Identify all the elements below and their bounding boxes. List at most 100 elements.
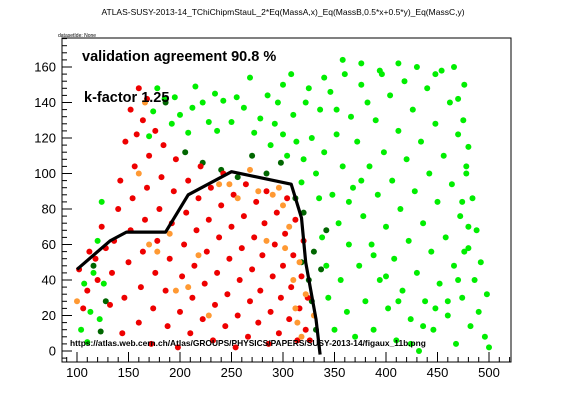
data-point <box>280 131 286 138</box>
data-point <box>337 277 344 283</box>
data-point <box>280 262 286 269</box>
data-point <box>271 120 278 127</box>
data-point <box>416 348 422 354</box>
data-point <box>460 117 467 124</box>
data-point <box>86 248 93 255</box>
data-point <box>284 152 291 159</box>
data-point <box>345 198 352 205</box>
data-point <box>199 316 206 323</box>
data-point <box>282 230 289 237</box>
data-point <box>152 127 159 134</box>
data-point <box>459 198 466 205</box>
data-point <box>144 184 150 191</box>
data-point <box>290 111 297 118</box>
data-point <box>486 344 492 351</box>
data-point <box>164 323 171 330</box>
data-point <box>380 149 387 156</box>
data-point <box>271 241 278 248</box>
data-point <box>300 209 307 216</box>
y-tick-label: 60 <box>42 237 56 252</box>
data-point <box>135 319 142 326</box>
data-point <box>451 64 457 70</box>
data-point <box>90 262 97 269</box>
data-point <box>298 273 305 280</box>
data-point <box>189 104 196 111</box>
data-point <box>245 333 251 340</box>
data-point <box>226 181 233 188</box>
data-point <box>146 133 153 140</box>
data-point <box>177 308 183 315</box>
x-tick-label: 450 <box>427 365 449 380</box>
data-point <box>94 277 101 283</box>
data-point <box>81 280 88 287</box>
data-point <box>142 216 148 223</box>
data-point <box>203 248 210 255</box>
data-point <box>358 81 365 88</box>
data-point <box>146 152 153 159</box>
data-point <box>127 106 134 113</box>
axes-layer: 100 150 200 250 300 350 400 450 500 0 20 40 60 80 100 1… <box>34 38 511 380</box>
data-point <box>288 71 295 78</box>
data-point <box>343 308 350 315</box>
data-point <box>142 99 148 106</box>
data-point <box>321 149 328 156</box>
data-point <box>389 177 396 184</box>
data-point <box>413 64 420 70</box>
data-point <box>267 142 274 149</box>
data-point <box>154 248 161 255</box>
data-point <box>247 298 253 305</box>
data-point <box>366 163 373 170</box>
data-point <box>293 138 300 145</box>
data-point <box>432 305 439 312</box>
data-point <box>428 248 435 255</box>
data-point <box>413 269 420 276</box>
data-point <box>321 74 328 81</box>
data-point <box>463 163 470 170</box>
data-point <box>107 301 113 308</box>
data-point <box>477 259 484 266</box>
data-point <box>354 138 361 145</box>
data-point <box>302 99 309 106</box>
data-point <box>139 117 146 124</box>
data-point <box>92 255 99 262</box>
data-point <box>84 287 91 294</box>
data-point <box>457 213 464 220</box>
data-point <box>395 127 402 134</box>
data-point <box>316 195 323 202</box>
data-point <box>162 99 169 106</box>
data-point <box>302 291 309 298</box>
data-point <box>399 287 406 294</box>
data-point <box>296 259 303 266</box>
data-point <box>372 117 379 124</box>
data-point <box>247 74 253 81</box>
data-point <box>286 316 293 323</box>
data-point <box>224 291 231 298</box>
data-point <box>255 188 262 195</box>
data-point <box>154 237 161 244</box>
data-point <box>294 319 301 326</box>
data-point <box>292 216 299 223</box>
data-point <box>350 184 356 191</box>
data-point <box>228 119 235 125</box>
y-tick-label: 160 <box>34 60 56 75</box>
data-point <box>331 326 338 333</box>
data-point <box>218 202 225 209</box>
data-point <box>222 323 229 330</box>
y-tick-label: 80 <box>42 202 56 217</box>
data-point <box>306 337 313 344</box>
data-point <box>438 67 445 74</box>
data-point <box>481 333 488 340</box>
data-point <box>80 305 87 312</box>
data-point <box>434 198 441 205</box>
data-point <box>370 252 377 259</box>
data-point <box>362 298 369 305</box>
data-point <box>257 115 264 122</box>
data-point <box>170 188 177 195</box>
data-point <box>444 312 451 319</box>
data-point <box>172 156 179 163</box>
data-point <box>348 113 354 120</box>
data-point <box>313 170 319 177</box>
data-point <box>318 266 325 273</box>
data-point <box>181 241 188 248</box>
data-point <box>356 262 363 269</box>
